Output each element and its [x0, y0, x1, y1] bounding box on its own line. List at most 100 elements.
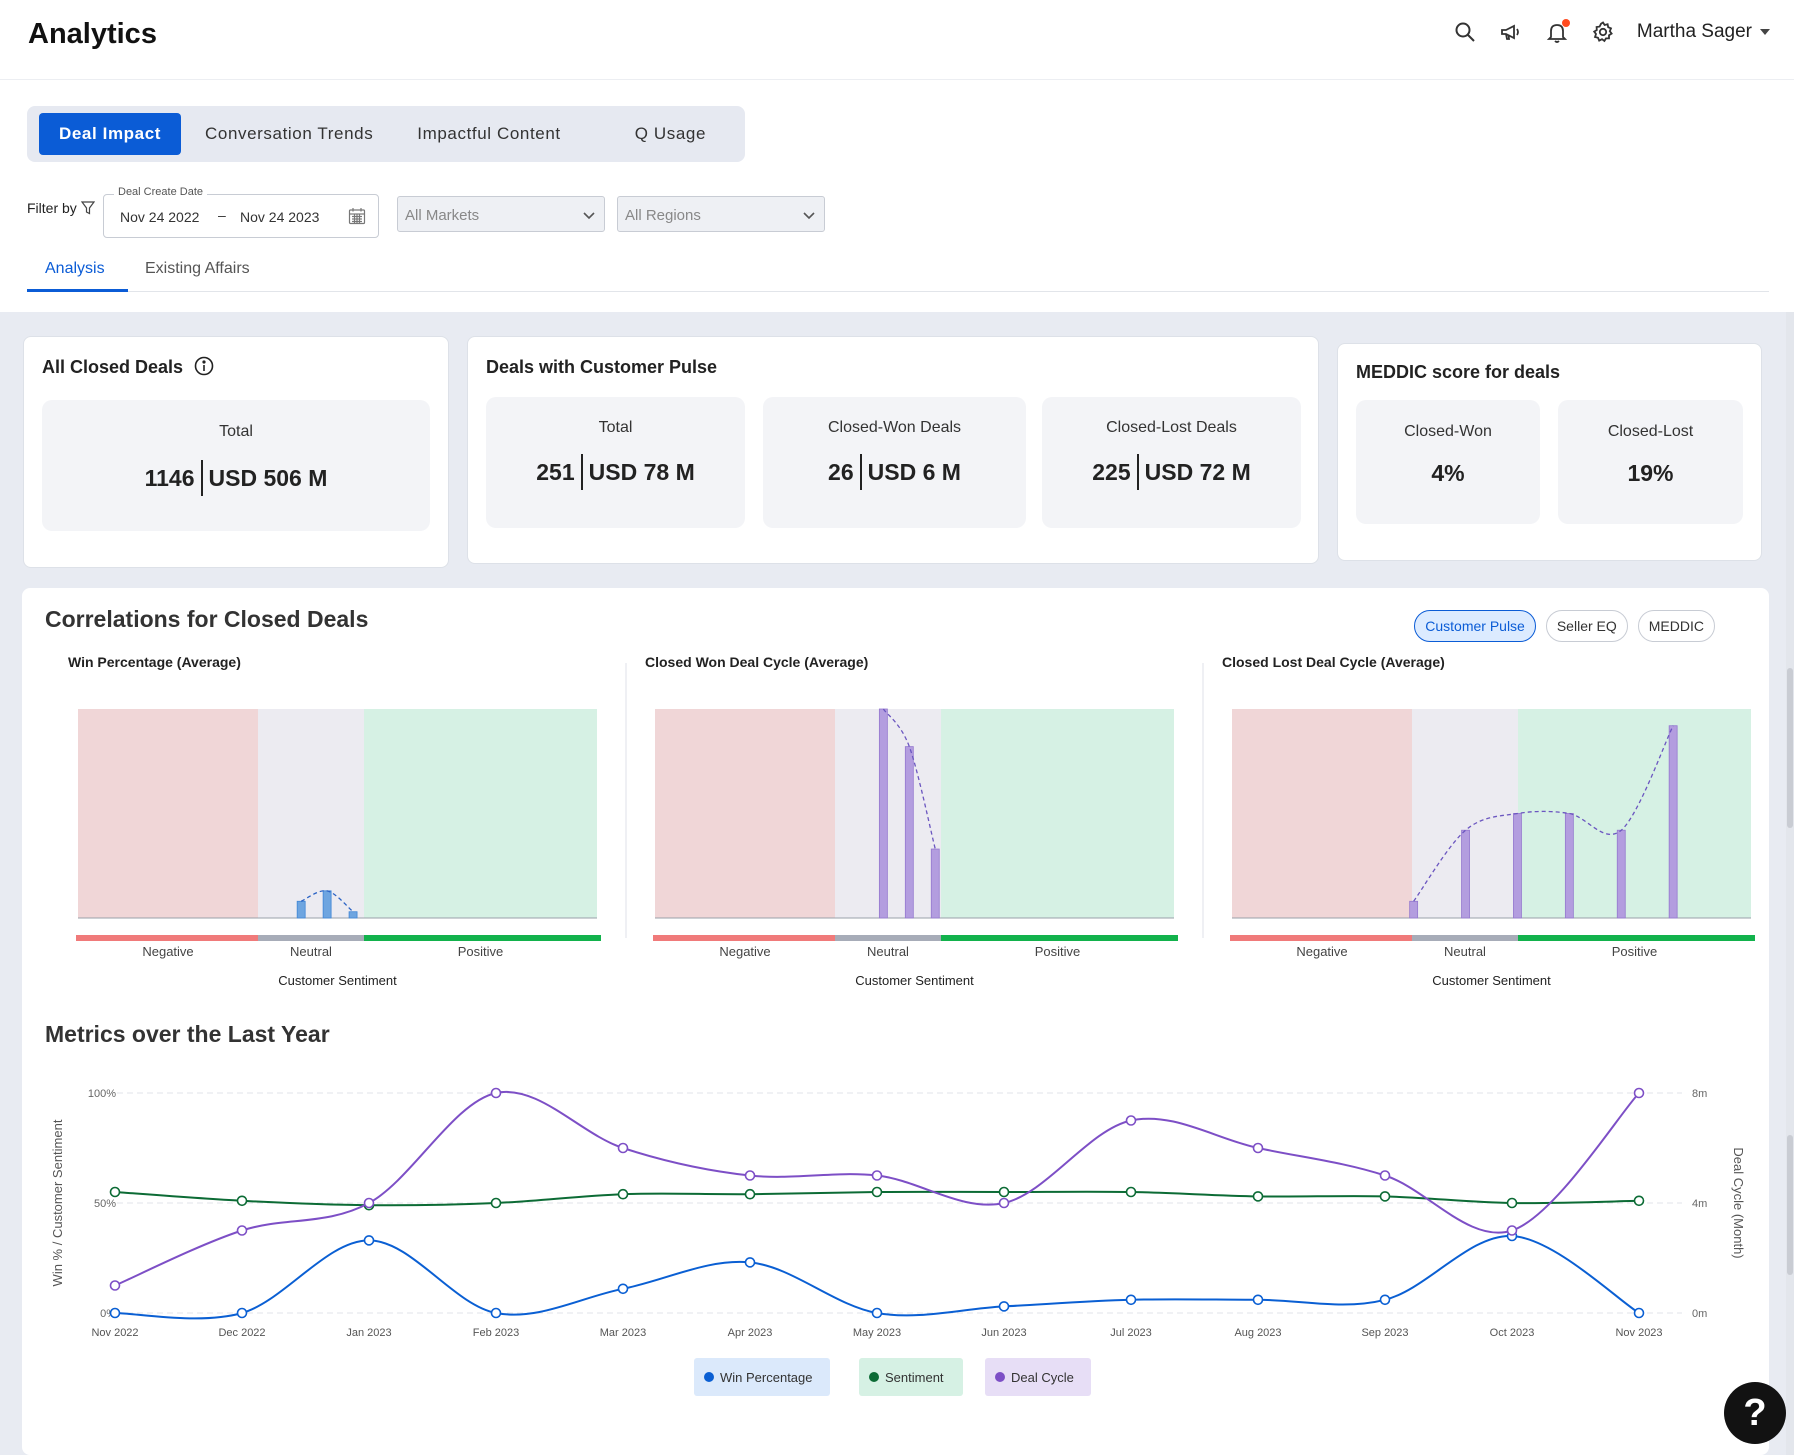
- user-menu[interactable]: Martha Sager: [1637, 21, 1770, 43]
- correlations-panel: Correlations for Closed Deals Customer P…: [22, 588, 1769, 1455]
- negative-zone: [655, 709, 835, 918]
- chevron-down-icon: [583, 212, 595, 220]
- stat-label: Total: [598, 419, 633, 436]
- tab-impactful-content[interactable]: Impactful Content: [417, 124, 561, 143]
- legend-swatch: [869, 1372, 879, 1382]
- date-to-input[interactable]: Nov 24 2023: [240, 209, 320, 225]
- x-tick-label: May 2023: [853, 1327, 901, 1339]
- legend-item: [859, 1358, 963, 1396]
- bar: [322, 890, 332, 919]
- zone-label: Neutral: [1444, 944, 1486, 959]
- all-closed-deals-title: All Closed Deals: [42, 356, 214, 378]
- correlation-toggle: Customer Pulse Seller EQ MEDDIC: [1414, 610, 1715, 642]
- pill-seller-eq[interactable]: Seller EQ: [1545, 610, 1628, 642]
- x-tick-label: Jun 2023: [981, 1327, 1026, 1339]
- regions-select[interactable]: All Regions: [617, 196, 825, 232]
- x-tick-label: Nov 2022: [91, 1327, 138, 1339]
- tab-conversation-trends[interactable]: Conversation Trends: [205, 124, 374, 143]
- markets-select[interactable]: All Markets: [397, 196, 605, 232]
- date-from-input[interactable]: Nov 24 2022: [120, 209, 200, 225]
- negative-band: [76, 935, 258, 941]
- meddic-title: MEDDIC score for deals: [1356, 362, 1561, 382]
- customer-pulse-card: Deals with Customer Pulse Total 251 USD 7…: [467, 336, 1319, 564]
- bar: [1461, 829, 1470, 919]
- filter-icon: [80, 201, 95, 215]
- series-point: [109, 1280, 121, 1291]
- info-icon[interactable]: [194, 356, 214, 376]
- mini-chart-title: Win Percentage (Average): [68, 654, 241, 670]
- stat-label: Total: [219, 423, 253, 440]
- help-button[interactable]: ?: [1724, 1382, 1786, 1444]
- series-point: [998, 1186, 1010, 1198]
- x-axis-label: Customer Sentiment: [1432, 973, 1551, 988]
- bar: [1616, 829, 1626, 919]
- bar: [1513, 813, 1522, 919]
- series-point: [617, 1188, 629, 1200]
- stat-label: Closed-Won Deals: [827, 419, 962, 436]
- trend-line: [300, 890, 354, 913]
- stat-count: 251: [536, 459, 575, 486]
- zone-label: Positive: [1612, 944, 1658, 959]
- stat-amount: USD 72 M: [1144, 459, 1251, 486]
- series-point: [871, 1170, 883, 1181]
- stat-value: 19%: [1627, 460, 1674, 486]
- neutral-zone: [835, 709, 941, 918]
- bar: [1668, 725, 1678, 919]
- series-point: [998, 1197, 1010, 1209]
- stat-value: 251 USD 78 M: [486, 454, 745, 492]
- series-point: [871, 1307, 883, 1319]
- series-point: [236, 1225, 248, 1236]
- stat-count: 1146: [144, 465, 195, 492]
- y2-tick-label: 0m: [1692, 1308, 1707, 1320]
- stat-label: Closed-Lost Deals: [1106, 419, 1237, 436]
- scrollbar-thumb[interactable]: [1787, 668, 1793, 828]
- pill-meddic[interactable]: MEDDIC: [1637, 610, 1715, 642]
- scrollbar-thumb[interactable]: [1787, 1135, 1793, 1275]
- tab-deal-impact[interactable]: Deal Impact: [39, 113, 182, 155]
- series-point: [744, 1188, 756, 1200]
- y2-tick-label: 8m: [1692, 1088, 1707, 1100]
- series-point: [998, 1301, 1010, 1312]
- zone-label: Negative: [142, 944, 193, 959]
- series-point: [236, 1195, 248, 1207]
- tab-q-usage[interactable]: Q Usage: [634, 124, 707, 143]
- series-point: [1633, 1087, 1645, 1099]
- x-tick-label: Aug 2023: [1234, 1327, 1281, 1339]
- series-point: [236, 1307, 248, 1319]
- series-point: [490, 1307, 502, 1319]
- date-range-picker[interactable]: Deal Create Date Nov 24 2022 – Nov 24 20…: [103, 186, 379, 238]
- bar: [296, 900, 306, 919]
- mini-chart-title: Closed Won Deal Cycle (Average): [645, 654, 868, 670]
- gear-icon[interactable]: [1591, 20, 1615, 44]
- legend-item: [985, 1358, 1091, 1396]
- date-separator: –: [218, 207, 226, 223]
- pill-customer-pulse[interactable]: Customer Pulse: [1414, 610, 1536, 642]
- search-icon[interactable]: [1453, 20, 1477, 44]
- legend-label: Deal Cycle: [1011, 1370, 1074, 1385]
- calendar-icon[interactable]: [348, 207, 366, 225]
- trend-line: [1413, 725, 1674, 902]
- series-point: [1252, 1294, 1264, 1306]
- megaphone-icon[interactable]: [1499, 20, 1523, 44]
- neutral-band: [258, 935, 364, 941]
- stat-closed-won: Closed-Won Deals 26 USD 6 M: [763, 397, 1026, 528]
- series-point: [871, 1186, 883, 1198]
- filter-row: Filter by Deal Create Date Nov 24 2022 –…: [27, 186, 827, 238]
- tab-analysis[interactable]: Analysis: [45, 260, 105, 277]
- trend-line: [882, 708, 936, 850]
- stat-label: Closed-Won: [1404, 423, 1492, 440]
- positive-zone: [941, 709, 1174, 918]
- tab-existing-affairs[interactable]: Existing Affairs: [145, 260, 250, 277]
- mini-chart-title: Closed Lost Deal Cycle (Average): [1222, 654, 1445, 670]
- positive-zone: [364, 709, 597, 918]
- negative-zone: [1232, 709, 1412, 918]
- x-axis-label: Customer Sentiment: [278, 973, 397, 988]
- stat-value: 225 USD 72 M: [1042, 454, 1301, 492]
- x-tick-label: Dec 2022: [218, 1327, 265, 1339]
- bell-icon[interactable]: [1545, 19, 1570, 44]
- metrics-title: Metrics over the Last Year: [45, 1021, 330, 1047]
- stat-label: Closed-Lost: [1607, 423, 1694, 440]
- meddic-card: MEDDIC score for deals Closed-Won 4% Clo…: [1337, 343, 1762, 561]
- series-point: [744, 1170, 756, 1181]
- scrollbar-track[interactable]: [1786, 312, 1794, 1455]
